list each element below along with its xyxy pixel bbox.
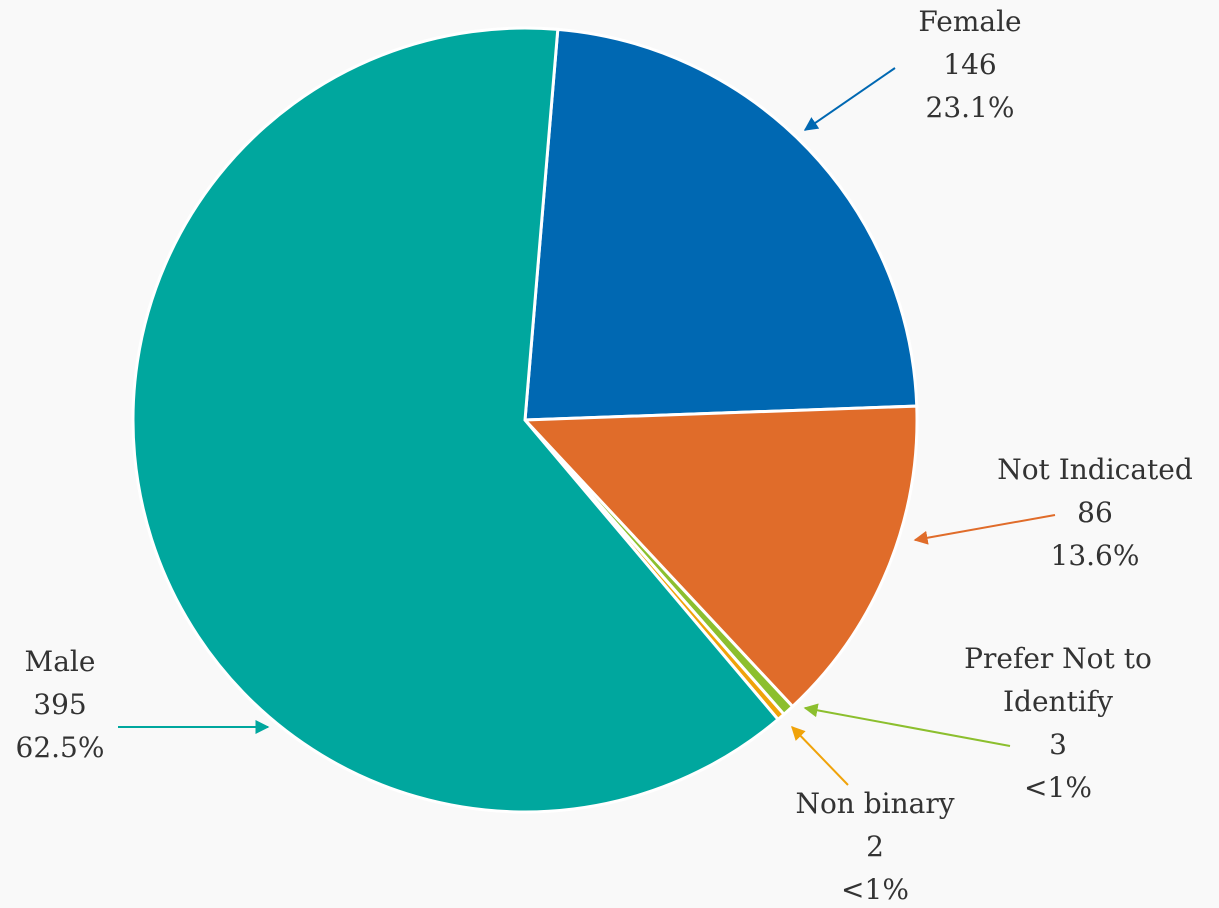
pie-slice	[523, 27, 919, 422]
label-percent: 13.6%	[1050, 539, 1140, 572]
leader-arrow	[803, 703, 1011, 747]
leader-arrow	[913, 514, 1056, 545]
label-name: Non binary	[795, 787, 955, 820]
label-count: 395	[33, 688, 87, 721]
data-label: Female 146 23.1%	[870, 0, 1070, 129]
label-name: Not Indicated	[997, 453, 1193, 486]
label-percent: 62.5%	[15, 731, 105, 764]
label-percent: 23.1%	[925, 91, 1015, 124]
data-label: Prefer Not to Identify 3 <1%	[933, 637, 1183, 809]
label-name: Female	[918, 5, 1022, 38]
data-label: Non binary 2 <1%	[765, 782, 985, 908]
label-count: 2	[866, 830, 884, 863]
pie-slice	[521, 404, 919, 709]
label-name: Male	[24, 645, 96, 678]
leader-arrow	[791, 725, 849, 786]
label-count: 86	[1077, 496, 1113, 529]
label-count: 3	[1049, 728, 1067, 761]
leader-arrow	[803, 67, 896, 131]
data-label: Male 395 62.5%	[0, 640, 120, 769]
pie-slice	[131, 26, 781, 814]
label-name: Prefer Not to Identify	[964, 642, 1152, 718]
label-percent: <1%	[1024, 771, 1092, 804]
data-label: Not Indicated 86 13.6%	[965, 448, 1219, 577]
label-count: 146	[943, 48, 997, 81]
label-percent: <1%	[841, 873, 909, 906]
